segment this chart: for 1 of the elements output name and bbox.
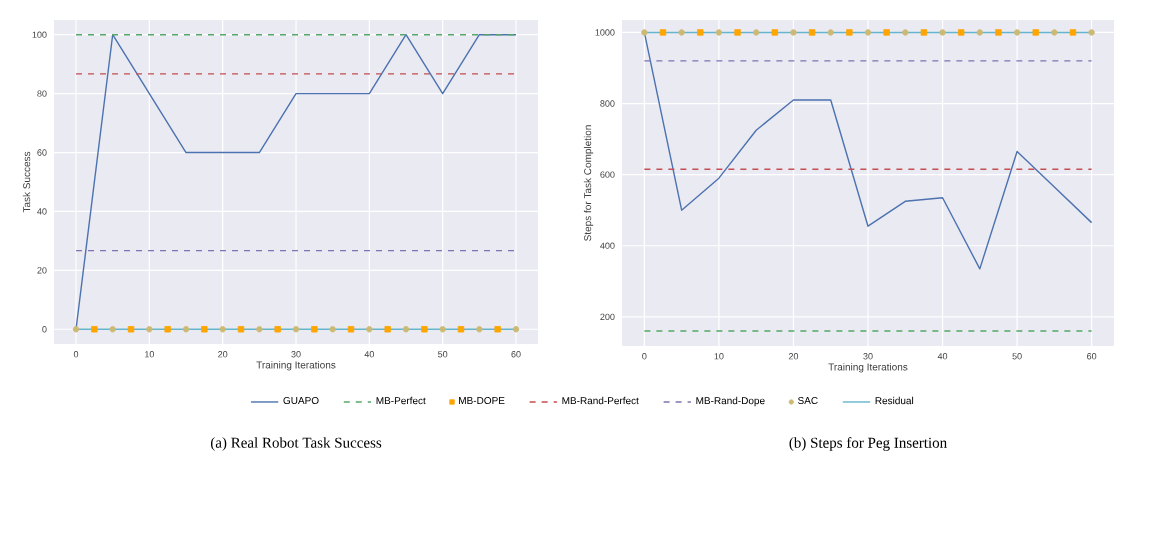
line-series (643, 31, 1093, 270)
